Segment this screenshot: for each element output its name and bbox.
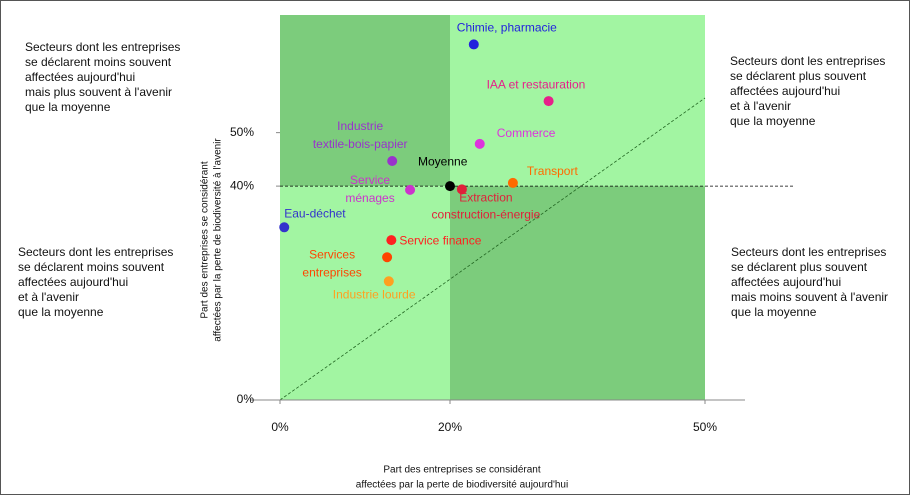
annotation: que la moyenne [18, 305, 104, 319]
point-label: Industrie [337, 119, 383, 133]
y-axis-title: Part des entreprises se considérant [200, 161, 211, 319]
y-tick-label: 0% [237, 392, 255, 406]
point [386, 235, 397, 246]
point-label: Service [350, 173, 390, 187]
x-tick-label: 0% [271, 420, 289, 434]
point-label: Commerce [497, 126, 556, 140]
point [387, 155, 398, 166]
point [382, 252, 393, 263]
point-label: Services [309, 247, 355, 261]
annotation: Secteurs dont les entreprises [25, 40, 180, 54]
annotation: se déclarent moins souvent [18, 260, 165, 274]
point-label: Service finance [399, 233, 481, 247]
annotation: affectées aujourd'hui [25, 70, 135, 84]
quadrant [450, 186, 705, 400]
annotation: que la moyenne [730, 114, 816, 128]
point-label: Industrie lourde [333, 287, 416, 301]
point [445, 181, 455, 192]
point [507, 177, 518, 188]
point-label: Extraction [459, 190, 512, 204]
x-axis-title: Part des entreprises se considérant [383, 465, 541, 476]
point-label: textile-bois-papier [313, 137, 408, 151]
point [474, 138, 485, 149]
y-axis-title: affectées par la perte de biodiversité à… [213, 138, 224, 342]
point [383, 276, 394, 287]
point-label: Moyenne [418, 154, 468, 168]
x-tick-label: 50% [693, 420, 717, 434]
point [279, 222, 290, 233]
quadrant [280, 15, 450, 187]
point-label: IAA et restauration [487, 77, 586, 91]
annotation: que la moyenne [25, 100, 111, 114]
annotation: et à l'avenir [730, 99, 791, 113]
point-label: construction-énergie [432, 207, 541, 221]
annotation: mais moins souvent à l'avenir [731, 290, 888, 304]
annotation: se déclarent moins souvent [25, 55, 172, 69]
annotation: Secteurs dont les entreprises [730, 54, 885, 68]
point [405, 184, 416, 195]
annotation: affectées aujourd'hui [18, 275, 128, 289]
y-tick-label: 40% [230, 178, 254, 192]
annotation: Secteurs dont les entreprises [18, 245, 173, 259]
point [543, 96, 554, 107]
x-tick-label: 20% [438, 420, 462, 434]
point-label: Transport [527, 164, 579, 178]
diagonal [279, 97, 706, 401]
annotation: que la moyenne [731, 305, 817, 319]
point-label: Eau-déchet [284, 206, 346, 220]
annotation: se déclarent plus souvent [730, 69, 867, 83]
point-label: entreprises [302, 265, 361, 279]
annotation: et à l'avenir [18, 290, 79, 304]
point [468, 39, 479, 50]
point-label: Chimie, pharmacie [457, 21, 557, 35]
annotation: se déclarent plus souvent [731, 260, 868, 274]
x-axis-title: affectées par la perte de biodiversité a… [356, 480, 568, 491]
point [456, 184, 467, 195]
annotation: Secteurs dont les entreprises [731, 245, 886, 259]
quadrant [450, 15, 705, 187]
annotation: affectées aujourd'hui [730, 84, 840, 98]
point-label: ménages [345, 191, 394, 205]
quadrant [280, 186, 450, 400]
annotation: affectées aujourd'hui [731, 275, 841, 289]
y-tick-label: 50% [230, 125, 254, 139]
annotation: mais plus souvent à l'avenir [25, 85, 172, 99]
